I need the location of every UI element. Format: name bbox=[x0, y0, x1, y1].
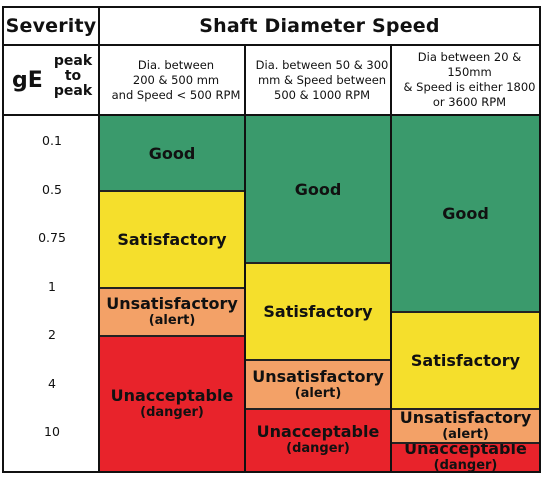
column-header-1-line-1: Dia. between bbox=[137, 57, 215, 72]
column-header-1: Dia. between 200 & 500 mm and Speed < 50… bbox=[100, 46, 252, 114]
severity-tick-label: 10 bbox=[44, 424, 60, 439]
severity-tick-label: 0.75 bbox=[38, 230, 66, 245]
band-label: Unacceptable bbox=[110, 386, 234, 405]
severity-tick-label: 4 bbox=[48, 375, 56, 391]
band-separator bbox=[392, 310, 539, 313]
band-unacceptable: Unacceptable (danger) bbox=[246, 408, 390, 471]
band-good: Good bbox=[100, 116, 244, 191]
ge-unit-cell: gE peak to peak bbox=[4, 46, 98, 114]
band-label: Satisfactory bbox=[117, 229, 227, 249]
band-label: (danger) bbox=[433, 458, 498, 474]
severity-label: Severity bbox=[5, 15, 97, 37]
band-unsatisfactory: Unsatisfactory (alert) bbox=[100, 287, 244, 336]
ge-label: gE bbox=[12, 68, 43, 93]
column-header-2-line-3: 500 & 1000 RPM bbox=[274, 87, 370, 102]
severity-tick-label: 0.5 bbox=[42, 181, 62, 197]
band-separator bbox=[100, 286, 244, 289]
band-unsatisfactory: Unsatisfactory (alert) bbox=[246, 360, 390, 409]
band-separator bbox=[392, 441, 539, 444]
band-label: Unsatisfactory bbox=[106, 294, 238, 314]
band-label: Satisfactory bbox=[410, 350, 521, 370]
band-label: (alert) bbox=[294, 386, 342, 401]
severity-tick-label: 2 bbox=[48, 327, 56, 342]
severity-header: Severity bbox=[4, 8, 98, 44]
band-label: Unacceptable bbox=[404, 439, 527, 459]
column-header-3-line-1: Dia between 20 & 150mm bbox=[417, 50, 522, 79]
band-label: (danger) bbox=[140, 405, 204, 420]
severity-tick-label: 0.1 bbox=[42, 133, 62, 148]
header-divider bbox=[2, 44, 541, 46]
band-label: Unsatisfactory bbox=[399, 408, 532, 428]
band-satisfactory: Satisfactory bbox=[100, 190, 244, 288]
band-label: Unacceptable bbox=[256, 422, 380, 442]
band-label: (danger) bbox=[286, 441, 350, 457]
column-header-3: Dia between 20 & 150mm & Speed is either… bbox=[392, 46, 543, 114]
band-satisfactory: Satisfactory bbox=[392, 311, 539, 409]
ge-sub-line-1: peak bbox=[53, 53, 93, 69]
column-header-2-line-2: mm & Speed between bbox=[257, 72, 387, 87]
band-unacceptable: Unacceptable (danger) bbox=[392, 439, 539, 474]
band-label: Good bbox=[148, 143, 196, 163]
band-label: (alert) bbox=[442, 427, 489, 443]
band-separator bbox=[100, 335, 244, 337]
ge-sub-line-2: to bbox=[64, 68, 82, 84]
column-divider-2 bbox=[390, 44, 392, 473]
column-header-2: Dia. between 50 & 300 mm & Speed between… bbox=[246, 46, 398, 114]
title-text: Shaft Diameter Speed bbox=[199, 15, 440, 37]
subheader-divider bbox=[2, 114, 541, 116]
band-separator bbox=[246, 407, 390, 410]
ge-sub-line-3: peak bbox=[53, 83, 93, 99]
band-label: Good bbox=[294, 180, 342, 200]
band-label: Unsatisfactory bbox=[252, 367, 384, 386]
band-good: Good bbox=[246, 116, 390, 264]
ge-sub-label: peak to peak bbox=[52, 54, 94, 99]
column-divider-1 bbox=[244, 44, 246, 473]
column-header-2-line-1: Dia. between 50 & 300 bbox=[255, 57, 389, 72]
band-unacceptable: Unacceptable (danger) bbox=[100, 336, 244, 471]
band-separator bbox=[246, 262, 390, 265]
chart-title: Shaft Diameter Speed bbox=[100, 8, 539, 44]
band-satisfactory: Satisfactory bbox=[246, 263, 390, 361]
band-unsatisfactory: Unsatisfactory (alert) bbox=[392, 408, 539, 443]
band-label: Satisfactory bbox=[263, 302, 373, 322]
band-good: Good bbox=[392, 116, 539, 312]
band-separator bbox=[246, 359, 390, 362]
severity-tick-label: 1 bbox=[48, 278, 56, 294]
band-separator bbox=[100, 189, 244, 192]
band-label: (alert) bbox=[148, 313, 196, 329]
chart-frame bbox=[2, 6, 541, 473]
column-header-1-line-2: 200 & 500 mm bbox=[132, 72, 220, 87]
band-separator bbox=[392, 407, 539, 410]
column-header-3-line-3: or 3600 RPM bbox=[432, 95, 507, 109]
column-header-1-line-3: and Speed < 500 RPM bbox=[111, 87, 241, 102]
band-label: Good bbox=[442, 204, 489, 224]
column-divider-0 bbox=[98, 6, 100, 473]
column-header-3-line-2: & Speed is either 1800 bbox=[403, 80, 536, 94]
